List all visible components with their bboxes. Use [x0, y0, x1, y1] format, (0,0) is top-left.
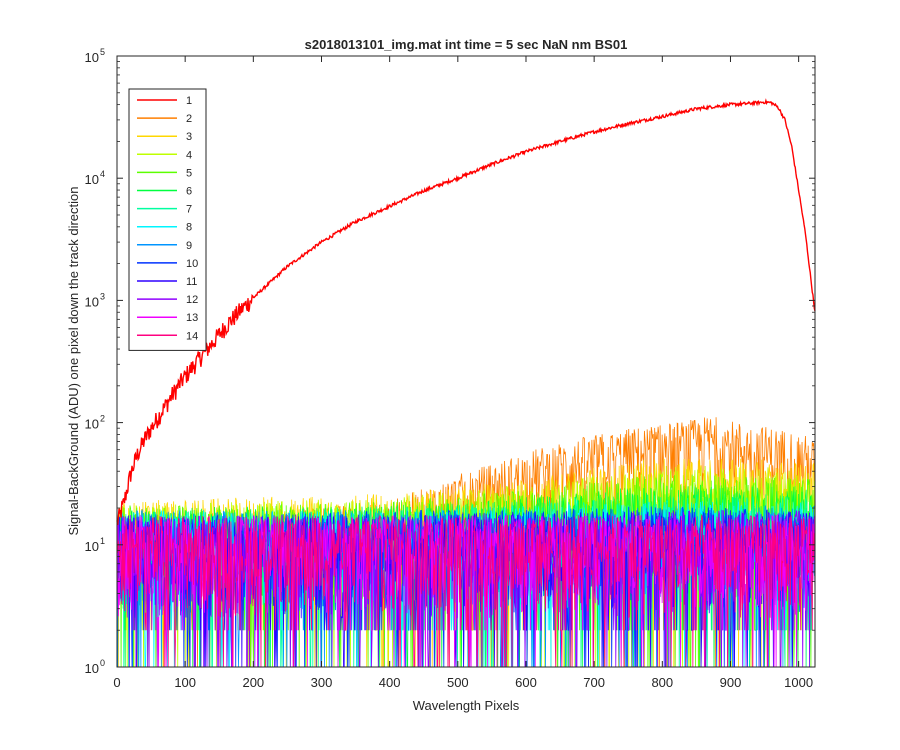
y-tick-label: 10	[85, 539, 99, 554]
x-tick-label: 500	[447, 675, 469, 690]
x-tick-label: 400	[379, 675, 401, 690]
legend-label: 5	[186, 167, 192, 179]
legend-label: 3	[186, 131, 192, 143]
x-axis-label: Wavelength Pixels	[413, 698, 520, 713]
x-tick-label: 700	[583, 675, 605, 690]
y-tick-exponent: 3	[100, 291, 105, 301]
y-tick-label: 10	[85, 172, 99, 187]
y-axis-label: Signal-BackGround (ADU) one pixel down t…	[66, 186, 81, 535]
y-tick-label: 10	[85, 417, 99, 432]
y-tick-label: 10	[85, 661, 99, 676]
x-tick-label: 200	[242, 675, 264, 690]
x-tick-label: 300	[311, 675, 333, 690]
legend-label: 12	[186, 294, 198, 306]
plot-frame	[116, 55, 816, 668]
legend-label: 4	[186, 149, 192, 161]
x-tick-label: 800	[651, 675, 673, 690]
legend-label: 7	[186, 204, 192, 216]
legend-box	[128, 88, 207, 351]
legend-label: 11	[186, 276, 197, 288]
y-tick-exponent: 4	[100, 169, 105, 179]
legend-label: 8	[186, 222, 192, 234]
legend-label: 9	[186, 240, 192, 252]
series-1-line	[116, 98, 816, 526]
y-tick-exponent: 0	[100, 658, 105, 668]
series-14-line	[116, 515, 816, 668]
legend-label: 10	[186, 258, 198, 270]
x-tick-label: 1000	[784, 675, 813, 690]
y-tick-label: 10	[85, 294, 99, 309]
legend-label: 2	[186, 113, 192, 125]
y-tick-exponent: 1	[100, 536, 105, 546]
y-tick-exponent: 2	[100, 414, 105, 424]
x-tick-label: 900	[720, 675, 742, 690]
legend-label: 6	[186, 186, 192, 198]
legend-label: 14	[186, 330, 198, 342]
x-tick-label: 0	[113, 675, 120, 690]
legend-label: 13	[186, 312, 198, 324]
x-axis: 0 100 200 300 400 500 600 700 800 900 1000	[113, 56, 813, 690]
x-tick-label: 100	[174, 675, 196, 690]
chart-title: s2018013101_img.mat int time = 5 sec NaN…	[305, 37, 628, 52]
y-tick-label: 10	[85, 50, 99, 65]
y-tick-exponent: 5	[100, 47, 105, 57]
legend-label: 1	[186, 95, 192, 107]
series-layer	[116, 98, 816, 668]
x-tick-label: 600	[515, 675, 537, 690]
